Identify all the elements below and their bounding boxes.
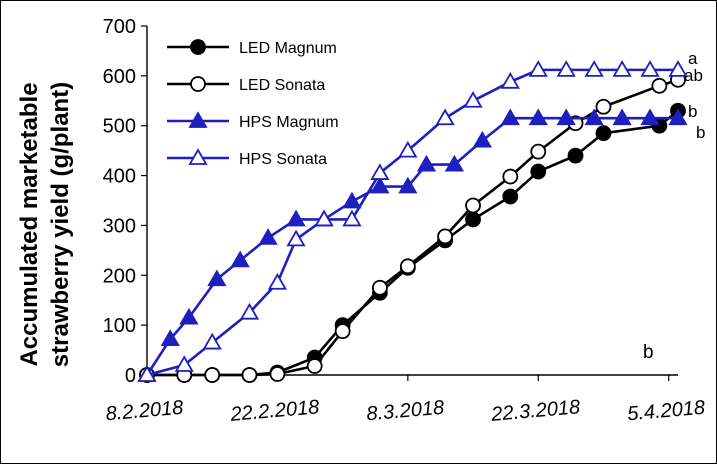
data-point-hps-sonata — [668, 60, 688, 77]
data-point-led-magnum — [595, 125, 612, 142]
data-point-led-magnum — [465, 211, 481, 228]
x-tick-label: 8.3.2018 — [366, 397, 445, 426]
significance-label-hps-sonata: a — [688, 49, 698, 68]
data-point-hps-magnum — [230, 250, 250, 268]
y-tick-label: 300 — [103, 215, 136, 237]
data-point-hps-sonata — [286, 229, 306, 247]
data-point-hps-magnum — [160, 329, 180, 346]
data-point-hps-magnum — [258, 228, 278, 245]
data-point-led-sonata — [306, 358, 323, 374]
data-point-led-magnum — [502, 188, 519, 205]
y-axis-title-line-2: strawberry yield (g/plant) — [47, 82, 74, 367]
x-tick-label: 22.2.2018 — [229, 396, 321, 426]
data-point-hps-magnum — [556, 108, 576, 126]
panel-label: b — [643, 342, 654, 363]
legend-marker-led-magnum — [190, 39, 206, 55]
series-hps-magnum — [137, 108, 688, 382]
data-point-hps-sonata — [612, 60, 632, 77]
data-point-hps-sonata — [435, 108, 455, 126]
data-point-led-magnum — [530, 163, 547, 180]
legend-label-hps-magnum: HPS Magnum — [239, 114, 339, 131]
data-point-hps-sonata — [398, 140, 418, 158]
significance-label-hps-magnum: b — [696, 123, 705, 142]
data-point-hps-sonata — [370, 163, 390, 180]
legend-label-hps-sonata: HPS Sonata — [239, 151, 327, 168]
significance-label-led-sonata: ab — [684, 66, 703, 85]
legend-label-led-magnum: LED Magnum — [239, 40, 337, 57]
data-point-led-sonata — [241, 367, 258, 383]
data-point-hps-sonata — [267, 272, 288, 290]
data-point-hps-sonata — [640, 60, 660, 77]
data-point-hps-magnum — [612, 108, 632, 126]
data-point-hps-magnum — [398, 176, 418, 194]
data-point-hps-magnum — [416, 154, 437, 172]
y-tick-label: 700 — [103, 16, 136, 38]
legend-item-led-magnum: LED Magnum — [167, 39, 337, 57]
data-point-led-sonata — [595, 98, 612, 115]
data-point-led-sonata — [334, 323, 351, 340]
legend-marker-hps-magnum — [188, 111, 208, 128]
data-point-led-sonata — [651, 77, 668, 94]
data-point-hps-magnum — [207, 269, 227, 287]
data-point-hps-magnum — [584, 108, 604, 126]
y-tick-label: 200 — [103, 265, 136, 287]
data-point-led-sonata — [502, 168, 519, 185]
data-point-hps-magnum — [342, 191, 362, 209]
y-tick-label: 400 — [103, 166, 136, 188]
data-point-hps-sonata — [584, 60, 604, 77]
data-point-hps-magnum — [640, 108, 660, 126]
data-point-hps-magnum — [500, 108, 520, 126]
data-point-hps-magnum — [444, 154, 465, 172]
data-point-hps-sonata — [463, 91, 483, 108]
y-tick-label: 0 — [125, 365, 136, 387]
data-point-hps-magnum — [286, 209, 306, 227]
data-point-hps-magnum — [370, 176, 390, 194]
y-tick-label: 500 — [103, 116, 136, 138]
x-tick-label: 22.3.2018 — [489, 396, 581, 426]
data-point-hps-sonata — [556, 60, 576, 77]
data-point-hps-sonata — [239, 302, 260, 320]
data-point-hps-sonata — [342, 209, 362, 227]
legend-marker-hps-sonata — [188, 148, 208, 165]
series-hps-sonata — [137, 60, 688, 382]
data-point-hps-sonata — [174, 355, 194, 372]
data-point-hps-magnum — [528, 108, 548, 126]
legend-label-led-sonata: LED Sonata — [239, 77, 325, 94]
legend-item-led-sonata: LED Sonata — [167, 76, 325, 94]
data-point-led-sonata — [269, 366, 286, 382]
data-point-led-sonata — [204, 367, 221, 383]
data-point-hps-sonata — [528, 60, 548, 77]
series-line-hps-sonata — [146, 68, 678, 377]
y-axis-title-line-1: Accumulated marketable — [16, 82, 43, 366]
data-point-hps-magnum — [472, 130, 492, 148]
x-tick-label: 8.2.2018 — [105, 397, 184, 426]
data-point-hps-sonata — [202, 332, 222, 350]
data-point-led-sonata — [399, 258, 416, 275]
data-point-led-magnum — [567, 147, 584, 164]
legend-marker-led-sonata — [190, 76, 206, 92]
legend-item-hps-sonata: HPS Sonata — [167, 148, 327, 168]
data-point-hps-sonata — [314, 209, 334, 227]
data-point-hps-sonata — [137, 365, 157, 382]
data-point-hps-magnum — [668, 108, 688, 126]
data-point-hps-magnum — [179, 307, 199, 325]
data-point-led-sonata — [465, 197, 481, 214]
data-point-led-sonata — [530, 143, 547, 160]
data-point-led-sonata — [437, 228, 454, 245]
data-point-led-sonata — [371, 279, 388, 296]
data-point-hps-sonata — [500, 72, 520, 89]
y-tick-label: 100 — [103, 315, 136, 337]
x-tick-label: 5.4.2018 — [626, 397, 705, 426]
legend-item-hps-magnum: HPS Magnum — [167, 111, 339, 131]
y-tick-label: 600 — [103, 66, 136, 88]
significance-label-led-magnum: b — [688, 102, 697, 121]
